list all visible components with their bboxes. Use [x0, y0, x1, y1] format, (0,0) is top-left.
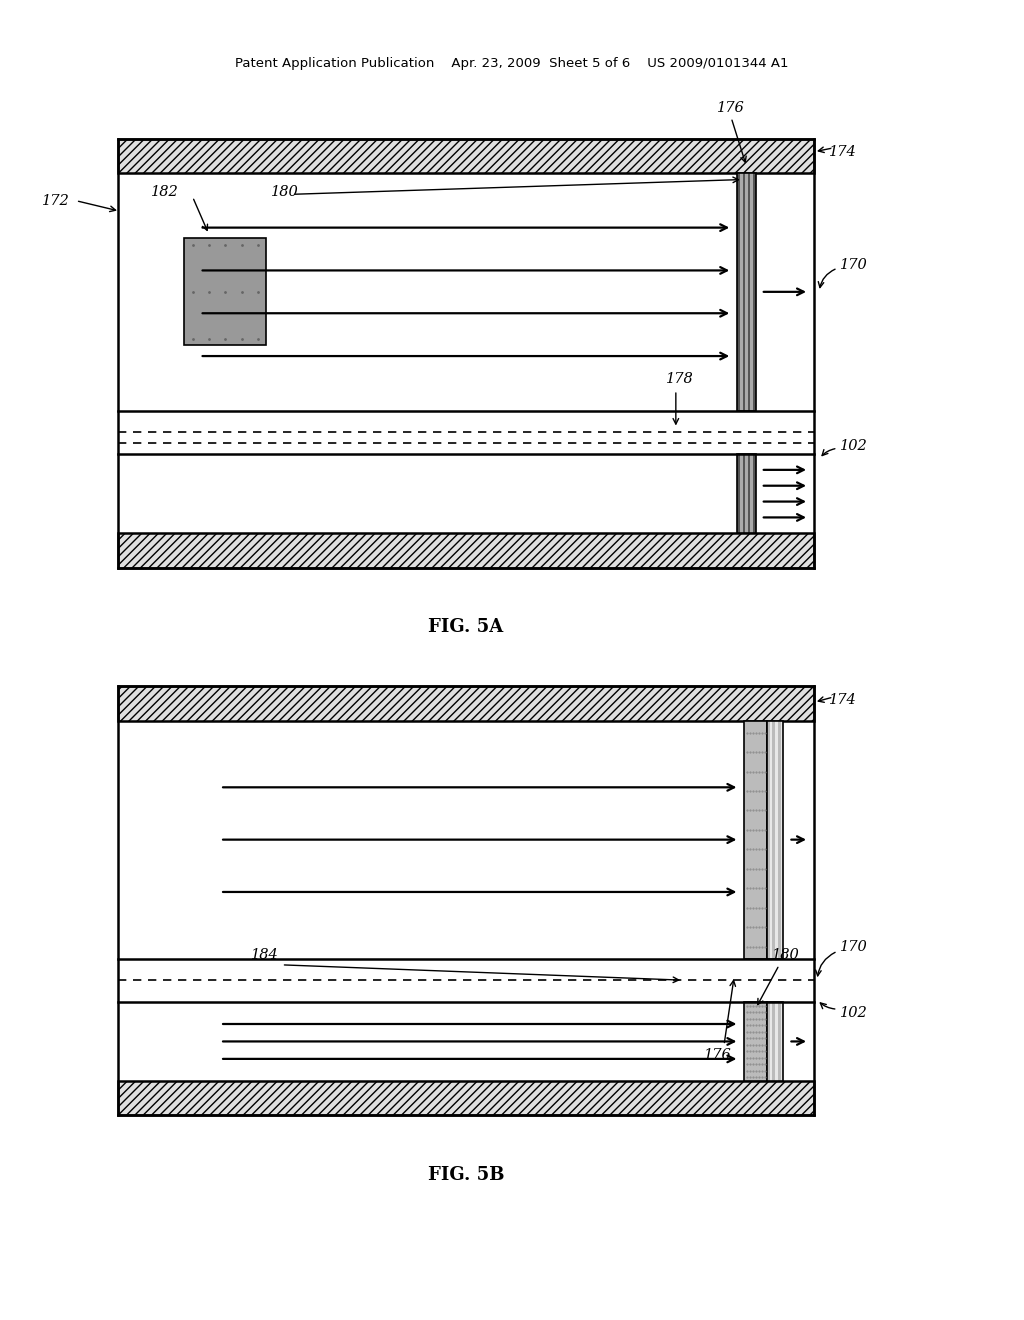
Bar [740, 173, 742, 411]
Bar [745, 173, 748, 411]
Bar [118, 686, 814, 721]
Bar [118, 1081, 814, 1115]
Text: 170: 170 [840, 940, 867, 954]
Bar [780, 1002, 783, 1081]
Bar [737, 173, 756, 411]
Text: 180: 180 [271, 185, 299, 199]
Text: 184: 184 [251, 948, 279, 962]
Bar [748, 454, 751, 533]
Bar [737, 173, 740, 411]
Text: 174: 174 [829, 145, 857, 160]
Bar [742, 173, 745, 411]
Bar [770, 1002, 772, 1081]
Bar [778, 1002, 780, 1081]
Text: 174: 174 [829, 693, 857, 708]
Text: 170: 170 [840, 259, 867, 272]
Bar [772, 721, 775, 958]
Bar [745, 454, 748, 533]
Bar [751, 454, 753, 533]
Bar [184, 239, 266, 346]
Text: 102: 102 [840, 1006, 867, 1020]
Bar [767, 721, 770, 958]
Bar [751, 173, 753, 411]
Bar [767, 1002, 770, 1081]
Text: 180: 180 [772, 948, 800, 962]
Bar [740, 454, 742, 533]
Bar [753, 173, 756, 411]
Text: 102: 102 [840, 438, 867, 453]
Bar [744, 721, 767, 958]
Bar [775, 1002, 778, 1081]
Bar [744, 721, 767, 958]
Bar [118, 533, 814, 568]
Bar [118, 139, 814, 173]
Text: FIG. 5B: FIG. 5B [428, 1166, 504, 1184]
Bar [778, 721, 780, 958]
Bar [770, 721, 772, 958]
Text: 172: 172 [42, 194, 70, 207]
Bar [753, 454, 756, 533]
Text: 182: 182 [152, 185, 179, 199]
Text: 176: 176 [703, 1048, 731, 1063]
Bar [744, 1002, 767, 1081]
Text: 178: 178 [666, 372, 693, 387]
Bar [742, 454, 745, 533]
Bar [767, 1002, 783, 1081]
Bar [737, 454, 740, 533]
Bar [744, 1002, 767, 1081]
Bar [780, 721, 783, 958]
Bar [772, 1002, 775, 1081]
Bar [767, 721, 783, 958]
Text: Patent Application Publication    Apr. 23, 2009  Sheet 5 of 6    US 2009/0101344: Patent Application Publication Apr. 23, … [236, 57, 788, 70]
Text: 176: 176 [717, 100, 745, 115]
Text: FIG. 5A: FIG. 5A [428, 618, 504, 636]
Bar [737, 454, 756, 533]
Bar [775, 721, 778, 958]
Bar [748, 173, 751, 411]
